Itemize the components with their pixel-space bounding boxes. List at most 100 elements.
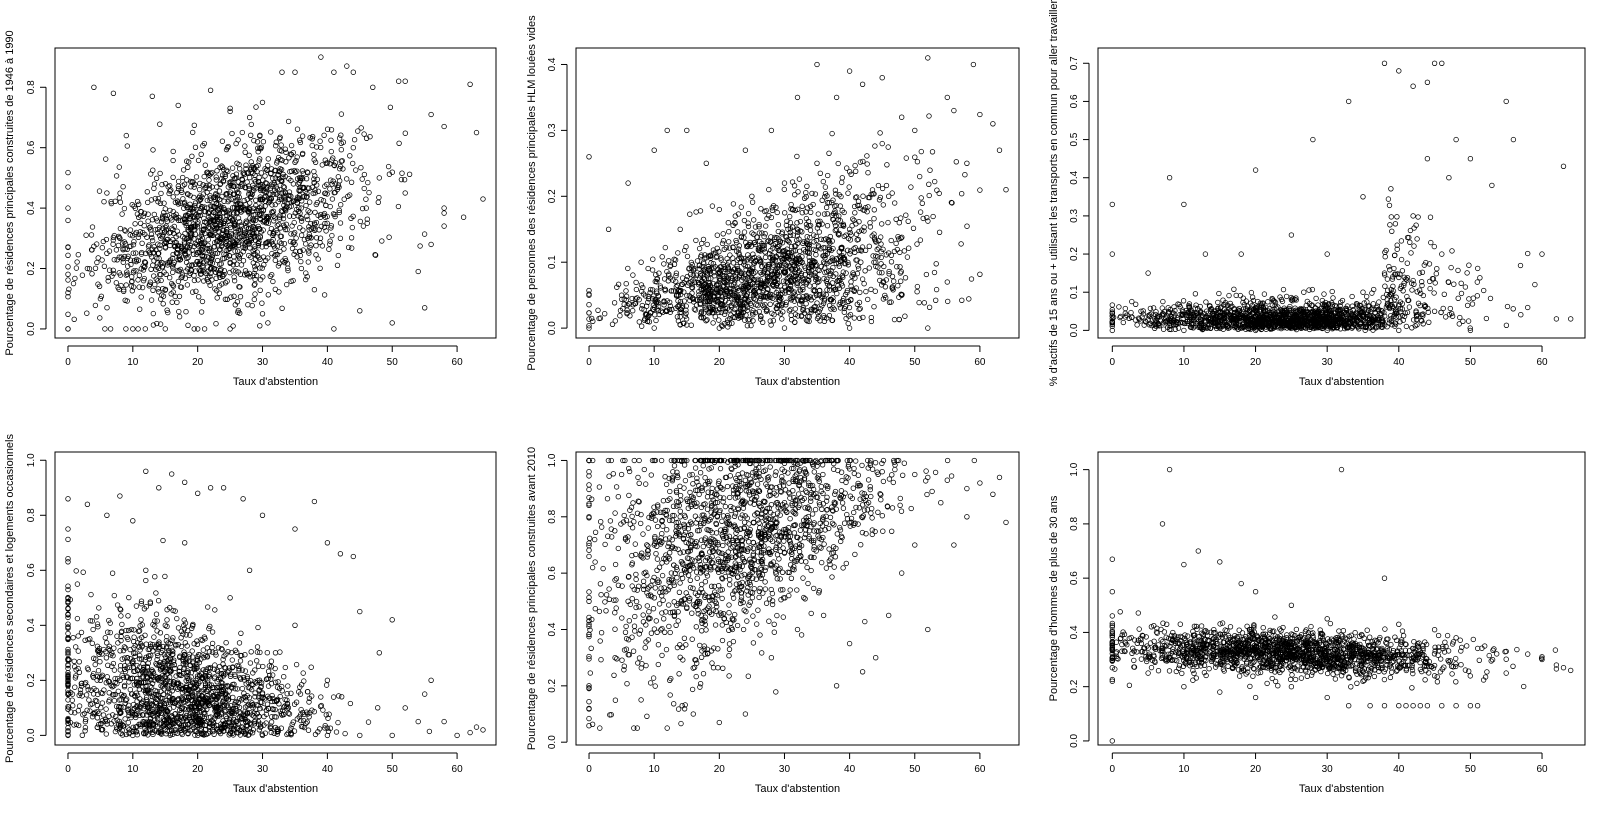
scatter-point — [257, 175, 262, 180]
scatter-point — [111, 91, 116, 96]
scatter-point — [279, 143, 284, 148]
scatter-point — [823, 185, 828, 190]
scatter-point — [685, 254, 690, 259]
scatter-point — [339, 133, 344, 138]
scatter-point — [258, 288, 263, 293]
scatter-point — [292, 252, 297, 257]
scatter-point — [265, 163, 270, 168]
scatter-point — [849, 280, 854, 285]
scatter-point — [339, 147, 344, 152]
scatter-point — [763, 231, 768, 236]
scatter-point — [388, 105, 393, 110]
scatter-point — [637, 320, 642, 325]
scatter-point — [602, 311, 607, 316]
scatter-point — [154, 176, 159, 181]
scatter-point — [171, 195, 176, 200]
scatter-point — [906, 246, 911, 251]
scatter-point — [228, 109, 233, 114]
scatter-point — [889, 238, 894, 243]
scatter-point — [587, 311, 592, 316]
scatter-point — [1450, 249, 1455, 254]
scatter-point — [898, 279, 903, 284]
scatter-point — [1386, 197, 1391, 202]
scatter-point — [1385, 277, 1390, 282]
scatter-point — [351, 145, 356, 150]
scatter-point — [847, 227, 852, 232]
scatter-point — [1504, 323, 1509, 328]
scatter-point — [328, 239, 333, 244]
scatter-point — [915, 284, 920, 289]
scatter-point — [171, 149, 176, 154]
scatter-point — [965, 224, 970, 229]
scatter-point — [933, 298, 938, 303]
scatter-point — [825, 223, 830, 228]
scatter-point — [1160, 306, 1165, 311]
scatter-point — [1135, 323, 1140, 328]
scatter-point — [196, 295, 201, 300]
scatter-point — [143, 327, 148, 332]
scatter-point — [892, 317, 897, 322]
scatter-point — [193, 241, 198, 246]
scatter-point — [105, 305, 110, 310]
scatter-point — [606, 227, 611, 232]
scatter-point — [316, 257, 321, 262]
scatter-point — [1484, 316, 1489, 321]
scatter-point — [167, 183, 172, 188]
scatter-point — [753, 297, 758, 302]
scatter-point — [789, 202, 794, 207]
scatter-point — [937, 230, 942, 235]
scatter-point — [170, 270, 175, 275]
scatter-point — [1420, 270, 1425, 275]
scatter-point — [141, 214, 146, 219]
scatter-point — [652, 148, 657, 153]
scatter-point — [313, 210, 318, 215]
scatter-point — [324, 203, 329, 208]
scatter-point — [151, 288, 156, 293]
scatter-point — [660, 254, 665, 259]
scatter-point — [704, 161, 709, 166]
scatter-point — [350, 161, 355, 166]
x-tick-label: 0 — [586, 357, 592, 368]
scatter-point — [313, 174, 318, 179]
scatter-point — [1161, 299, 1166, 304]
scatter-point — [865, 154, 870, 159]
scatter-point — [249, 122, 254, 127]
scatter-point — [928, 168, 933, 173]
scatter-point — [733, 307, 738, 312]
scatter-point — [293, 160, 298, 165]
scatter-point — [190, 130, 195, 135]
scatter-point — [1377, 300, 1382, 305]
scatter-point — [1456, 268, 1461, 273]
scatter-point — [97, 189, 102, 194]
scatter-point — [136, 202, 141, 207]
scatter-point — [730, 256, 735, 261]
scatter-point — [771, 318, 776, 323]
scatter-point — [1505, 304, 1510, 309]
scatter-point — [869, 287, 874, 292]
x-tick-label: 10 — [649, 357, 661, 368]
scatter-point — [800, 204, 805, 209]
scatter-point — [626, 181, 631, 186]
scatter-point — [904, 213, 909, 218]
scatter-point — [301, 228, 306, 233]
scatter-point — [293, 70, 298, 75]
scatter-point — [197, 187, 202, 192]
scatter-point — [1428, 215, 1433, 220]
scatter-point — [1251, 298, 1256, 303]
scatter-point — [688, 212, 693, 217]
scatter-point — [396, 204, 401, 209]
scatter-point — [84, 233, 89, 238]
scatter-point — [258, 324, 263, 329]
scatter-point — [318, 266, 323, 271]
scatter-point — [1110, 303, 1115, 308]
scatter-point — [95, 260, 100, 265]
scatter-point — [252, 297, 257, 302]
scatter-point — [397, 141, 402, 146]
scatter-point — [952, 108, 957, 113]
scatter-point — [860, 277, 865, 282]
scatter-point — [307, 200, 312, 205]
scatter-point — [1421, 322, 1426, 327]
scatter-point — [750, 200, 755, 205]
scatter-point — [137, 307, 142, 312]
